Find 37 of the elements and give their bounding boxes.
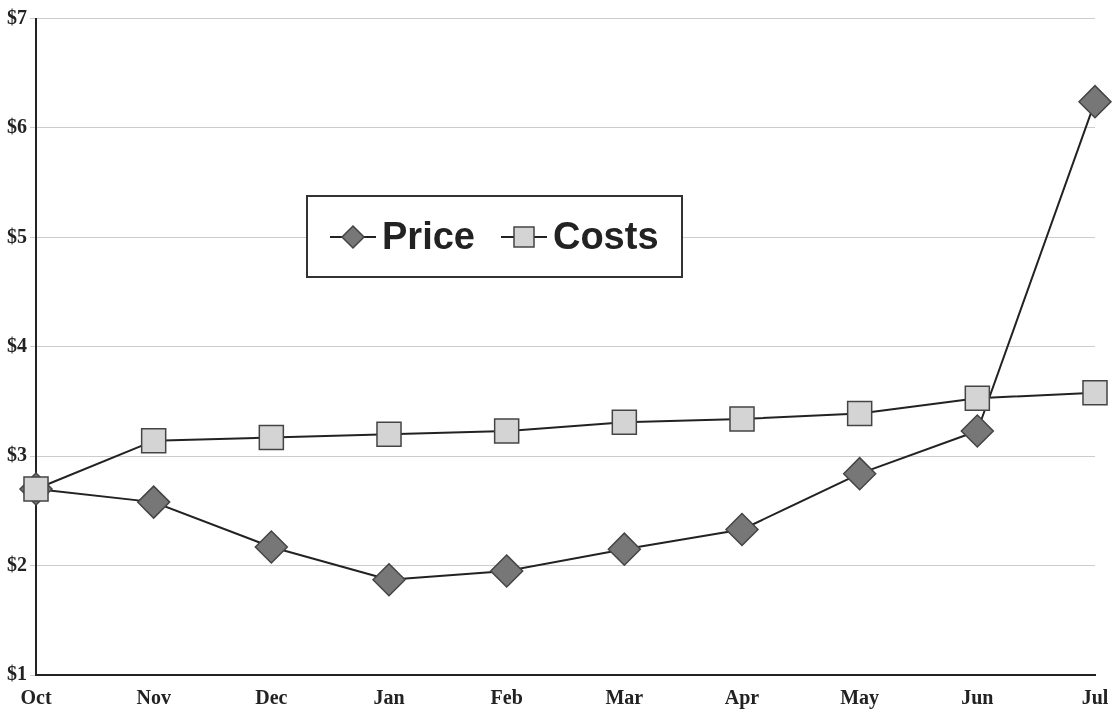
point (611, 409, 638, 436)
x-tick-label: Jun (961, 686, 994, 709)
point (960, 414, 995, 448)
y-tick-label: $5 (7, 224, 27, 247)
point (136, 485, 171, 519)
x-tick-label: Feb (490, 686, 523, 709)
x-tick-label: Apr (724, 686, 760, 710)
point (842, 456, 877, 491)
y-tick-label: $3 (7, 443, 27, 466)
point (1082, 379, 1108, 406)
x-tick-label: Nov (136, 686, 171, 709)
point (964, 385, 991, 411)
y-tick-label: $1 (7, 662, 27, 685)
x-tick-label: Jan (373, 686, 405, 709)
x-tick-label: Mar (605, 686, 644, 709)
x-tick-label: Dec (255, 686, 288, 709)
x-tick-label: Jul (1081, 686, 1109, 709)
legend-label: Price (382, 215, 475, 258)
point (493, 418, 520, 444)
point (846, 400, 873, 427)
legend-label: Costs (552, 215, 659, 258)
y-tick-label: $7 (7, 5, 27, 28)
x-tick-label: May (840, 686, 880, 710)
point (607, 532, 642, 566)
point (725, 512, 759, 547)
point (140, 428, 167, 454)
x-tick-label: Oct (20, 686, 52, 709)
point (1078, 84, 1112, 119)
point (258, 424, 285, 451)
point (372, 563, 406, 597)
y-tick-label: $4 (7, 333, 27, 356)
point (254, 530, 289, 564)
y-tick-label: $6 (7, 115, 27, 138)
point (489, 554, 524, 588)
point (376, 421, 402, 448)
point (729, 406, 755, 432)
y-tick-label: $2 (7, 552, 27, 575)
